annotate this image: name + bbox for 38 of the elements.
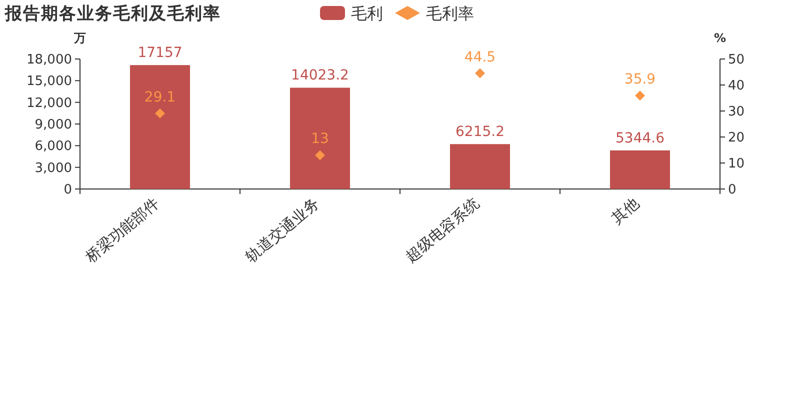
data-label: 44.5 [464, 49, 496, 66]
y2-tick-label: 20 [728, 130, 745, 146]
y-tick-label: 0 [64, 182, 72, 198]
bar [450, 144, 510, 189]
data-label: 29.1 [144, 89, 176, 106]
y2-tick-label: 0 [728, 182, 736, 198]
bar [130, 65, 190, 189]
data-label: 6215.2 [456, 124, 504, 140]
point [635, 90, 645, 101]
point [475, 68, 485, 78]
y2-tick-label: 10 [728, 156, 745, 172]
y2-tick-label: 30 [728, 104, 745, 120]
data-label: 35.9 [624, 72, 656, 88]
point [155, 108, 165, 118]
y-axis-title: 万 [73, 31, 86, 45]
data-label: 5344.6 [616, 130, 665, 146]
x-tick-label: 桥梁功能部件 [81, 194, 163, 267]
y2-tick-label: 40 [728, 78, 745, 94]
y-tick-label: 9,000 [34, 118, 72, 132]
y-tick-label: 3,000 [34, 160, 72, 176]
y-tick-label: 12,000 [26, 96, 72, 111]
point [315, 150, 325, 160]
data-label: 13 [311, 131, 329, 148]
bar [290, 88, 350, 189]
bar [610, 150, 670, 189]
x-tick-label: 超级电容系统 [402, 194, 483, 266]
data-label: 17157 [138, 45, 182, 62]
x-tick-label: 轨道交通业务 [242, 194, 323, 266]
y2-axis-title: % [714, 31, 726, 45]
y-tick-label: 15,000 [26, 74, 72, 90]
chart-title: 报告期各业务毛利及毛利率 [4, 4, 221, 24]
data-label: 14023.2 [291, 68, 349, 84]
y2-tick-label: 50 [728, 52, 745, 68]
y-tick-label: 18,000 [26, 52, 72, 68]
legend-label: 毛利 [351, 4, 383, 23]
legend-label: 毛利率 [426, 4, 474, 23]
y-tick-label: 6,000 [34, 139, 72, 154]
x-tick-label: 其他 [608, 194, 643, 228]
